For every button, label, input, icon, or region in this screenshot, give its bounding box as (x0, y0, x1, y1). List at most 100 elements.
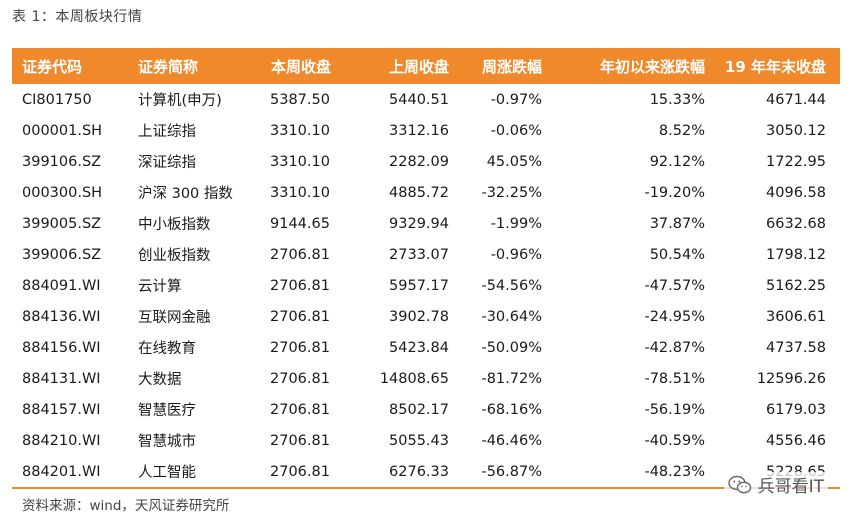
cell-weekly-change: -0.06% (490, 122, 542, 139)
table-row[interactable]: CI801750 计算机(申万) 5387.50 5440.51 -0.97% 15.33… (12, 84, 840, 115)
cell-name: 智慧医疗 (138, 403, 196, 419)
cell-ytd-change: 37.87% (649, 215, 705, 232)
cell-last-week-close: 2282.09 (389, 153, 449, 170)
cell-name: 云计算 (138, 279, 182, 295)
table-body: CI801750 计算机(申万) 5387.50 5440.51 -0.97% 15.33… (12, 84, 840, 489)
cell-weekly-change: -46.46% (481, 432, 542, 449)
cell-last-week-close: 9329.94 (389, 215, 449, 232)
cell-code: CI801750 (22, 91, 92, 108)
cell-this-week-close: 5387.50 (270, 91, 330, 108)
table-row[interactable]: 884201.WI 人工智能 2706.81 6276.33 -56.87% -48.23… (12, 456, 840, 489)
col-header-last-week-close[interactable]: 上周收盘 (347, 48, 455, 84)
cell-weekly-change: -32.25% (481, 184, 542, 201)
cell-2019-close: 4096.58 (766, 184, 826, 201)
table-row[interactable]: 399005.SZ 中小板指数 9144.65 9329.94 -1.99% 37.87%… (12, 208, 840, 239)
cell-ytd-change: -40.59% (644, 432, 705, 449)
cell-2019-close: 5162.25 (766, 277, 826, 294)
col-header-code[interactable]: 证券代码 (12, 48, 120, 84)
cell-weekly-change: -81.72% (481, 370, 542, 387)
table-header-row: 证券代码 证券简称 本周收盘 上周收盘 周涨跌幅 年初以来涨跌幅 19 年年末收… (12, 48, 840, 84)
cell-2019-close: 1798.12 (766, 246, 826, 263)
cell-code: 884136.WI (22, 308, 101, 325)
cell-weekly-change: -56.87% (455, 456, 554, 489)
cell-last-week-close: 5423.84 (389, 339, 449, 356)
cell-ytd-change: -24.95% (644, 308, 705, 325)
cell-name: 计算机(申万) (138, 93, 222, 109)
cell-weekly-change: -0.97% (490, 91, 542, 108)
table-row[interactable]: 399006.SZ 创业板指数 2706.81 2733.07 -0.96% 50.54%… (12, 239, 840, 270)
table-row[interactable]: 000300.SH 沪深 300 指数 3310.10 4885.72 -32.25% -… (12, 177, 840, 208)
wechat-icon (727, 475, 752, 495)
cell-code: 884131.WI (22, 370, 101, 387)
col-header-this-week-close[interactable]: 本周收盘 (252, 48, 347, 84)
cell-ytd-change: -19.20% (644, 184, 705, 201)
cell-this-week-close: 3310.10 (270, 122, 330, 139)
cell-last-week-close: 5055.43 (389, 432, 449, 449)
table-row[interactable]: 000001.SH 上证综指 3310.10 3312.16 -0.06% 8.52% 30… (12, 115, 840, 146)
cell-weekly-change: -50.09% (481, 339, 542, 356)
cell-ytd-change: 15.33% (649, 91, 705, 108)
cell-ytd-change: 8.52% (658, 122, 705, 139)
cell-this-week-close: 2706.81 (270, 401, 330, 418)
cell-weekly-change: -0.96% (490, 246, 542, 263)
cell-2019-close: 6179.03 (766, 401, 826, 418)
cell-name: 在线教育 (138, 341, 196, 357)
cell-code: 884210.WI (22, 432, 101, 449)
table-row[interactable]: 884136.WI 互联网金融 2706.81 3902.78 -30.64% -24.9… (12, 301, 840, 332)
table-caption: 表 1：本周板块行情 (12, 9, 143, 25)
cell-code: 399006.SZ (22, 246, 102, 263)
source-note: 资料来源：wind，天风证券研究所 (22, 498, 230, 514)
cell-this-week-close: 2706.81 (270, 308, 330, 325)
cell-name: 人工智能 (120, 456, 252, 489)
cell-ytd-change: 50.54% (649, 246, 705, 263)
cell-last-week-close: 3312.16 (389, 122, 449, 139)
cell-2019-close: 3050.12 (766, 122, 826, 139)
market-table: 证券代码 证券简称 本周收盘 上周收盘 周涨跌幅 年初以来涨跌幅 19 年年末收… (12, 48, 840, 489)
col-header-name[interactable]: 证券简称 (120, 48, 252, 84)
cell-code: 884201.WI (12, 456, 120, 489)
cell-name: 上证综指 (138, 124, 196, 140)
cell-name: 深证综指 (138, 155, 196, 171)
cell-this-week-close: 2706.81 (270, 277, 330, 294)
cell-name: 互联网金融 (138, 310, 211, 326)
cell-code: 399106.SZ (22, 153, 102, 170)
table-row[interactable]: 884131.WI 大数据 2706.81 14808.65 -81.72% -78.51… (12, 363, 840, 394)
col-header-weekly-change[interactable]: 周涨跌幅 (455, 48, 554, 84)
cell-name: 沪深 300 指数 (138, 186, 233, 202)
cell-weekly-change: -1.99% (490, 215, 542, 232)
table-row[interactable]: 884156.WI 在线教育 2706.81 5423.84 -50.09% -42.87… (12, 332, 840, 363)
table-row[interactable]: 884157.WI 智慧医疗 2706.81 8502.17 -68.16% -56.19… (12, 394, 840, 425)
cell-last-week-close: 14808.65 (379, 370, 449, 387)
table-row[interactable]: 884210.WI 智慧城市 2706.81 5055.43 -46.46% -40.59… (12, 425, 840, 456)
cell-this-week-close: 9144.65 (270, 215, 330, 232)
cell-2019-close: 4737.58 (766, 339, 826, 356)
cell-ytd-change: -42.87% (644, 339, 705, 356)
cell-this-week-close: 2706.81 (270, 246, 330, 263)
cell-2019-close: 4556.46 (766, 432, 826, 449)
cell-2019-close: 6632.68 (766, 215, 826, 232)
cell-last-week-close: 4885.72 (389, 184, 449, 201)
cell-name: 中小板指数 (138, 217, 211, 233)
cell-last-week-close: 5957.17 (389, 277, 449, 294)
col-header-ytd-change[interactable]: 年初以来涨跌幅 (554, 48, 711, 84)
table-row[interactable]: 884091.WI 云计算 2706.81 5957.17 -54.56% -47.57%… (12, 270, 840, 301)
cell-ytd-change: -48.23% (554, 456, 711, 489)
cell-this-week-close: 2706.81 (270, 339, 330, 356)
cell-name: 大数据 (138, 372, 182, 388)
cell-last-week-close: 2733.07 (389, 246, 449, 263)
cell-code: 884091.WI (22, 277, 101, 294)
col-header-2019-close[interactable]: 19 年年末收盘 (711, 48, 840, 84)
cell-code: 884156.WI (22, 339, 101, 356)
cell-name: 创业板指数 (138, 248, 211, 264)
cell-last-week-close: 8502.17 (389, 401, 449, 418)
cell-code: 399005.SZ (22, 215, 102, 232)
cell-2019-close: 1722.95 (766, 153, 826, 170)
cell-ytd-change: -47.57% (644, 277, 705, 294)
cell-this-week-close: 3310.10 (270, 184, 330, 201)
table-row[interactable]: 399106.SZ 深证综指 3310.10 2282.09 45.05% 92.12% 1… (12, 146, 840, 177)
cell-last-week-close: 5440.51 (389, 91, 449, 108)
cell-this-week-close: 2706.81 (252, 456, 347, 489)
cell-ytd-change: 92.12% (649, 153, 705, 170)
cell-ytd-change: -56.19% (644, 401, 705, 418)
watermark-text: 兵哥看IT (757, 477, 824, 497)
